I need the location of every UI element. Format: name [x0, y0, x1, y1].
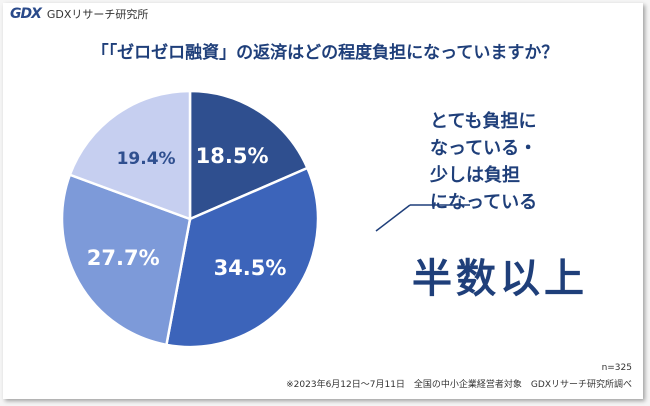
callout-text: とても負担に なっている・ 少しは負担 になっている: [430, 108, 590, 216]
pie-label-3: 27.7%: [87, 246, 160, 270]
sample-size: n=325: [601, 363, 632, 373]
pie-labels: 18.5% 34.5% 27.7% 19.4%: [87, 144, 287, 280]
callout-line-diagonal: [375, 204, 411, 232]
chart-title: 「「ゼロゼロ融資」の返済はどの程度負担になっていますか？: [91, 43, 559, 63]
callout-line-3: 少しは負担: [430, 165, 520, 186]
pie-slice-2: [164, 166, 320, 349]
callout-line-2: なっている・: [430, 138, 538, 159]
headline: 半数以上: [412, 256, 588, 302]
pie-label-4: 19.4%: [117, 149, 176, 169]
brand-mark: GDX: [10, 6, 42, 22]
pie-label-2: 34.5%: [214, 256, 287, 280]
callout-line-1: とても負担に: [430, 111, 537, 132]
pie-label-1: 18.5%: [196, 144, 269, 168]
brand-logo: GDX GDXリサーチ研究所: [10, 6, 148, 22]
footnote: ※2023年6月12日～7月11日 全国の中小企業経営者対象 GDXリサーチ研究…: [286, 380, 632, 390]
pie-slice-1: [188, 89, 310, 221]
pie-slices: [60, 89, 320, 349]
pie-slice-3: [60, 173, 192, 347]
brand-name: GDXリサーチ研究所: [46, 8, 149, 21]
callout-line-4: になっている: [430, 192, 538, 213]
pie-slice-4: [68, 89, 192, 221]
